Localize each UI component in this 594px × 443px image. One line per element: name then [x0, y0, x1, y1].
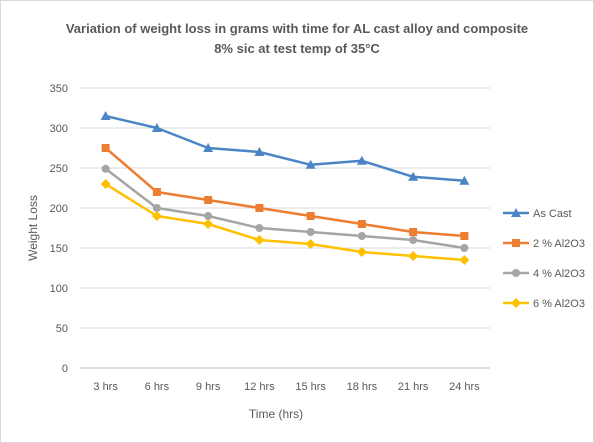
- data-point: [100, 179, 111, 189]
- data-point: [356, 155, 367, 165]
- x-tick-label: 21 hrs: [398, 381, 429, 393]
- x-axis-ticks: 3 hrs 6 hrs 9 hrs 12 hrs 15 hrs 18 hrs 21 hrs 2…: [93, 381, 480, 393]
- y-tick-label: 150: [50, 243, 68, 255]
- data-point: [306, 228, 315, 236]
- legend-marker: [512, 239, 520, 247]
- data-point: [101, 164, 110, 173]
- data-point: [408, 171, 419, 181]
- series-line: [104, 167, 465, 250]
- data-point: [152, 204, 161, 212]
- data-point: [152, 188, 161, 196]
- x-axis-label: Time (hrs): [249, 407, 303, 421]
- legend-marker: [511, 208, 521, 217]
- data-point: [357, 220, 366, 228]
- data-point: [409, 228, 418, 236]
- legend-item: 4 % Al2O3: [503, 268, 585, 280]
- legend-item: As Cast: [503, 208, 572, 220]
- legend-label: 4 % Al2O3: [533, 268, 585, 280]
- legend: As Cast 2 % Al2O3 4 % Al2O3 6 % Al2O3: [503, 208, 585, 310]
- data-point: [356, 247, 367, 257]
- data-point: [357, 232, 366, 240]
- series-1: [100, 111, 470, 185]
- chart-title-line-2: 8% sic at test temp of 35°C: [214, 41, 380, 56]
- legend-marker: [512, 269, 520, 277]
- data-point: [151, 123, 162, 132]
- x-tick-label: 6 hrs: [145, 381, 170, 393]
- data-point: [101, 144, 110, 152]
- y-tick-label: 350: [50, 83, 68, 95]
- data-point: [460, 232, 469, 240]
- series-4: [100, 179, 470, 265]
- series-line: [104, 147, 465, 238]
- x-tick-label: 15 hrs: [295, 381, 326, 393]
- data-point: [255, 224, 264, 232]
- y-axis-ticks: 0 50 100 150 200 250 300 350: [50, 83, 68, 375]
- data-point: [100, 111, 111, 120]
- series-line: [104, 182, 465, 262]
- y-tick-label: 50: [56, 323, 68, 335]
- series-group: [100, 111, 470, 265]
- x-tick-label: 24 hrs: [449, 381, 480, 393]
- y-tick-label: 100: [50, 283, 68, 295]
- y-tick-label: 300: [50, 123, 68, 135]
- data-point: [255, 204, 264, 212]
- data-point: [305, 239, 316, 249]
- data-point: [254, 147, 265, 156]
- legend-label: As Cast: [533, 208, 572, 220]
- data-point: [460, 244, 469, 252]
- gridlines: [80, 87, 490, 369]
- series-line: [105, 114, 465, 183]
- legend-item: 2 % Al2O3: [503, 238, 585, 250]
- series-3: [101, 164, 469, 252]
- legend-marker: [511, 298, 521, 308]
- chart-title-line-1: Variation of weight loss in grams with t…: [66, 21, 528, 36]
- y-tick-label: 0: [62, 363, 68, 375]
- data-point: [305, 159, 316, 169]
- y-axis-label: Weight Loss: [26, 195, 40, 261]
- data-point: [459, 255, 470, 265]
- data-point: [204, 212, 213, 220]
- data-point: [254, 235, 265, 245]
- data-point: [204, 196, 213, 204]
- x-tick-label: 12 hrs: [244, 381, 275, 393]
- x-tick-label: 18 hrs: [347, 381, 378, 393]
- legend-item: 6 % Al2O3: [503, 298, 585, 310]
- data-point: [408, 251, 419, 261]
- x-tick-label: 3 hrs: [93, 381, 118, 393]
- legend-label: 2 % Al2O3: [533, 238, 585, 250]
- data-point: [459, 175, 470, 185]
- data-point: [306, 212, 315, 220]
- y-tick-label: 200: [50, 203, 68, 215]
- series-2: [101, 144, 469, 240]
- data-point: [203, 143, 214, 152]
- x-tick-label: 9 hrs: [196, 381, 221, 393]
- y-tick-label: 250: [50, 163, 68, 175]
- data-point: [151, 211, 162, 221]
- legend-label: 6 % Al2O3: [533, 298, 585, 310]
- data-point: [203, 219, 214, 229]
- data-point: [409, 236, 418, 244]
